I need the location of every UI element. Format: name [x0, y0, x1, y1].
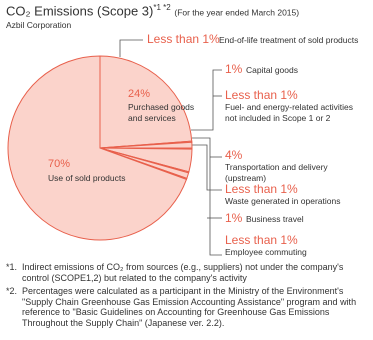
subtitle: (For the year ended March 2015)	[174, 7, 300, 18]
pie-canvas	[7, 39, 222, 256]
value-label: Less than 1%	[147, 32, 220, 46]
category-label: Fuel- and energy-related activities not …	[225, 102, 354, 123]
value-label: Less than 1%	[225, 182, 298, 196]
pie	[7, 55, 193, 241]
value-label: 1%	[225, 211, 243, 225]
title-marks: *1 *2	[153, 3, 171, 12]
value-label: Less than 1%	[225, 88, 298, 102]
pie-slice	[99, 55, 193, 149]
value-label: 24%	[128, 88, 151, 100]
leader-lines	[119, 39, 222, 256]
category-label: Business travel	[246, 214, 304, 224]
footnote-mark: *1.	[6, 262, 18, 272]
value-label: 1%	[225, 62, 243, 76]
footnote: *2. Percentages were calculated as a part…	[6, 286, 366, 328]
category-label: Capital goods	[246, 65, 298, 75]
category-label: Employee commuting	[225, 247, 307, 257]
value-label: 4%	[225, 148, 243, 162]
title-row: CO₂ Emissions (Scope 3)*1 *2 (For the ye…	[6, 3, 299, 18]
footnote-text: Percentages were calculated as a partici…	[22, 286, 357, 328]
chart-title: CO₂ Emissions (Scope 3)	[6, 3, 154, 19]
category-label: Waste generated in operations	[225, 196, 341, 206]
pie-slice	[7, 55, 188, 241]
category-label: Purchased goods and services	[128, 102, 195, 123]
footnote: *1. Indirect emissions of CO₂ from source…	[6, 262, 366, 283]
value-label: 70%	[48, 158, 71, 170]
category-label: End-of-life treatment of sold products	[219, 35, 359, 45]
category-label: Use of sold products	[48, 173, 126, 183]
footnote-text: Indirect emissions of CO₂ from sources (…	[22, 262, 344, 283]
value-label: Less than 1%	[225, 233, 298, 247]
notes: *1. Indirect emissions of CO₂ from source…	[6, 262, 366, 331]
category-label: Transportation and delivery (upstream)	[225, 162, 328, 183]
source: Azbil Corporation	[6, 20, 72, 30]
footnote-mark: *2.	[6, 286, 18, 296]
